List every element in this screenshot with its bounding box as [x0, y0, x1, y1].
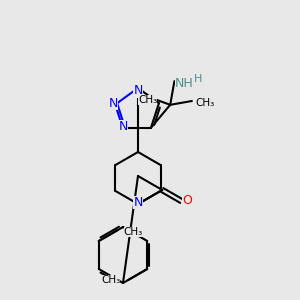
- Text: CH₃: CH₃: [195, 98, 214, 108]
- Text: H: H: [194, 74, 202, 84]
- Text: CH₃: CH₃: [101, 275, 120, 285]
- Text: CH₃: CH₃: [124, 227, 143, 237]
- Text: CH₃: CH₃: [138, 95, 157, 105]
- Text: N: N: [133, 196, 143, 208]
- Text: N: N: [108, 97, 118, 110]
- Text: O: O: [182, 194, 192, 208]
- Text: NH: NH: [175, 77, 194, 90]
- Text: N: N: [118, 120, 128, 133]
- Text: N: N: [133, 85, 143, 98]
